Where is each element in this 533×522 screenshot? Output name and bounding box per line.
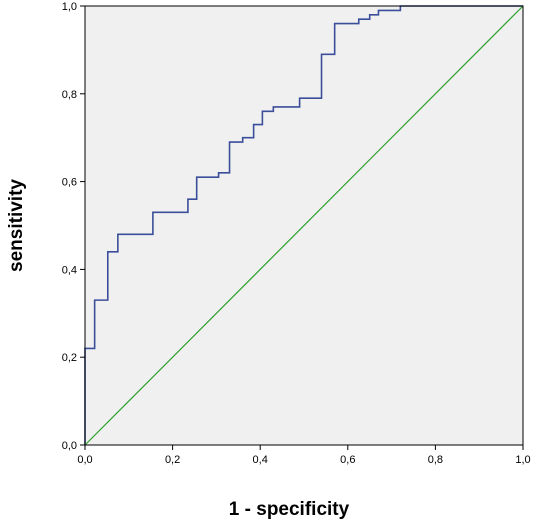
reference-diagonal-line [84,5,524,446]
y-tick-label: 1,0 [62,1,77,13]
y-tick-label: 0,8 [62,89,77,101]
x-tick-label: 0,2 [165,454,180,466]
x-axis-title: 1 - specificity [229,499,350,520]
y-axis-title: sensitivity [6,179,27,272]
x-tick-label: 0,0 [77,454,92,466]
y-tick-label: 0,6 [62,177,77,189]
y-tick-label: 0,2 [62,352,77,364]
y-tick-label: 0,4 [62,264,77,276]
roc-curve-line [84,5,523,445]
plot-frame [84,5,524,446]
x-tick-label: 0,8 [428,454,443,466]
x-tick-label: 0,6 [340,454,355,466]
x-tick-label: 0,4 [253,454,268,466]
y-tick-label: 0,0 [62,440,77,452]
x-tick-label: 1,0 [515,454,530,466]
